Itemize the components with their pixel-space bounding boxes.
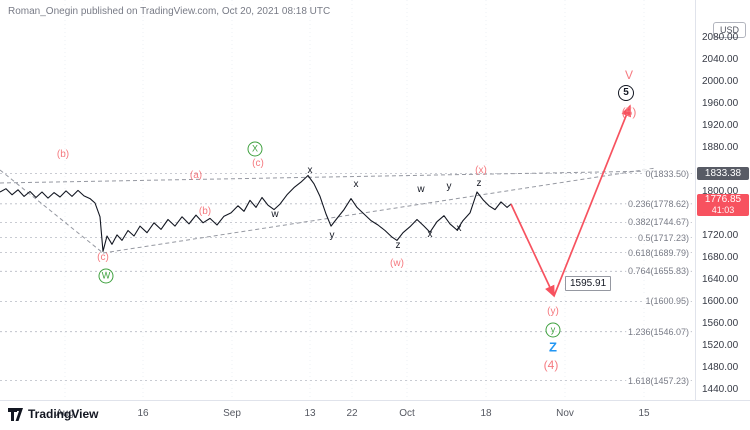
projection-arrow[interactable] — [553, 104, 631, 297]
price-tick-label: 1560.00 — [702, 318, 739, 329]
trendline[interactable] — [0, 169, 104, 254]
price-tick-label: 2080.00 — [702, 32, 739, 43]
price-tick-label: 1440.00 — [702, 384, 739, 395]
attribution-text: Roman_Onegin published on TradingView.co… — [8, 6, 331, 17]
price-chart-canvas[interactable] — [0, 0, 695, 400]
price-tick-label: 1880.00 — [702, 142, 739, 153]
chart-plot-area[interactable]: 0(1833.50) 0.236(1778.62) 0.382(1744.67) 0.… — [0, 0, 695, 400]
tradingview-logo[interactable]: TradingView — [8, 407, 98, 421]
time-axis-label: 16 — [137, 408, 149, 419]
time-axis-label: 13 — [304, 408, 316, 419]
price-tick-label: 1960.00 — [702, 98, 739, 109]
price-tick-label: 1800.00 — [702, 186, 739, 197]
price-tick-label: 1720.00 — [702, 230, 739, 241]
time-axis[interactable]: Aug 16 Sep 13 22 Oct 18 Nov 15 — [0, 400, 750, 430]
price-tick-label: 2040.00 — [702, 54, 739, 65]
price-tick-label: 1520.00 — [702, 340, 739, 351]
projection-arrow[interactable] — [510, 203, 555, 298]
trendline[interactable] — [102, 167, 657, 254]
price-tick-label: 1600.00 — [702, 296, 739, 307]
time-axis-label: Oct — [399, 408, 415, 419]
time-axis-label: 22 — [346, 408, 358, 419]
time-axis-label: Sep — [223, 408, 241, 419]
price-line[interactable] — [0, 174, 512, 252]
tradingview-logo-text: TradingView — [28, 407, 99, 421]
trendline[interactable] — [0, 170, 657, 184]
price-tick-label: 1480.00 — [702, 362, 739, 373]
tradingview-logo-icon — [8, 407, 23, 421]
time-axis-label: Aug — [56, 408, 74, 419]
time-axis-label: 18 — [480, 408, 492, 419]
price-target-tag[interactable]: 1595.91 — [565, 276, 612, 291]
last-price-badge: 1776.85 41:03 — [697, 193, 749, 216]
last-price-value: 1776.85 — [704, 193, 742, 205]
fib-zero-price-badge: 1833.38 — [697, 166, 749, 180]
price-tick-label: 1640.00 — [702, 274, 739, 285]
price-tick-label: 1920.00 — [702, 120, 739, 131]
price-tick-label: 2000.00 — [702, 76, 739, 87]
time-axis-label: 15 — [638, 408, 650, 419]
currency-toggle[interactable]: USD — [712, 22, 746, 38]
bar-countdown: 41:03 — [711, 204, 735, 215]
price-tick-label: 1680.00 — [702, 252, 739, 263]
price-scale-axis[interactable]: USD 2080.00 2040.00 2000.00 1960.00 1920.00 1… — [695, 0, 750, 400]
time-axis-label: Nov — [556, 408, 574, 419]
